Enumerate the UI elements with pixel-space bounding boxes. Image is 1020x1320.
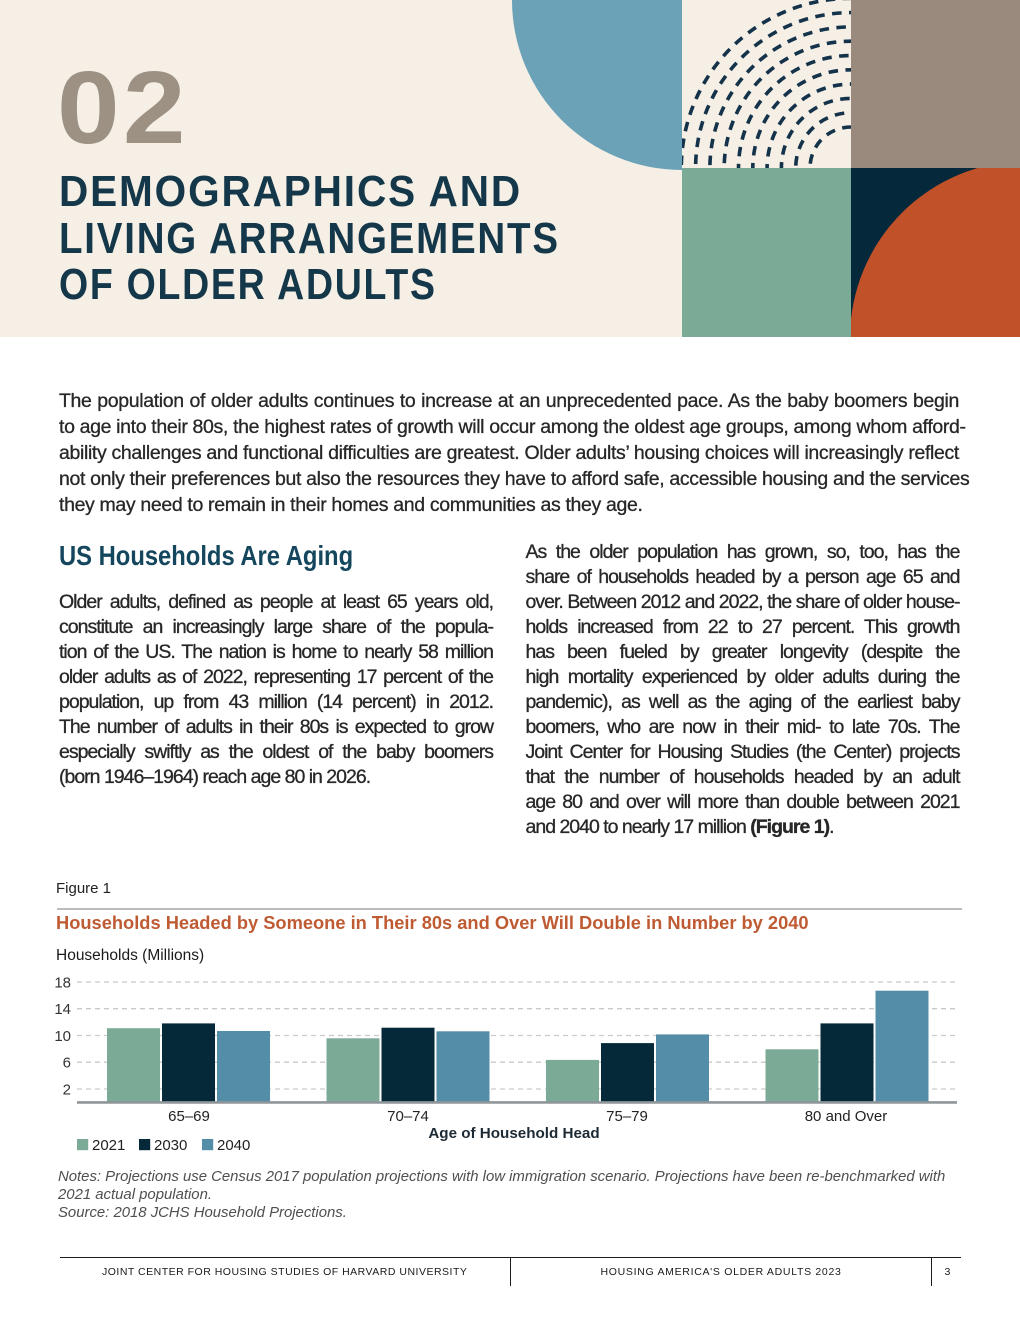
svg-text:6: 6 — [63, 1055, 71, 1072]
svg-text:14: 14 — [54, 1001, 71, 1018]
svg-text:70–74: 70–74 — [387, 1108, 429, 1125]
svg-text:65–69: 65–69 — [168, 1108, 210, 1125]
svg-text:2030: 2030 — [154, 1137, 187, 1154]
svg-text:2021: 2021 — [92, 1137, 125, 1154]
svg-text:2040: 2040 — [217, 1137, 250, 1154]
svg-text:80 and Over: 80 and Over — [805, 1108, 888, 1125]
svg-text:18: 18 — [54, 974, 71, 991]
svg-text:10: 10 — [54, 1028, 71, 1045]
svg-text:75–79: 75–79 — [606, 1108, 648, 1125]
svg-text:2: 2 — [63, 1081, 71, 1098]
